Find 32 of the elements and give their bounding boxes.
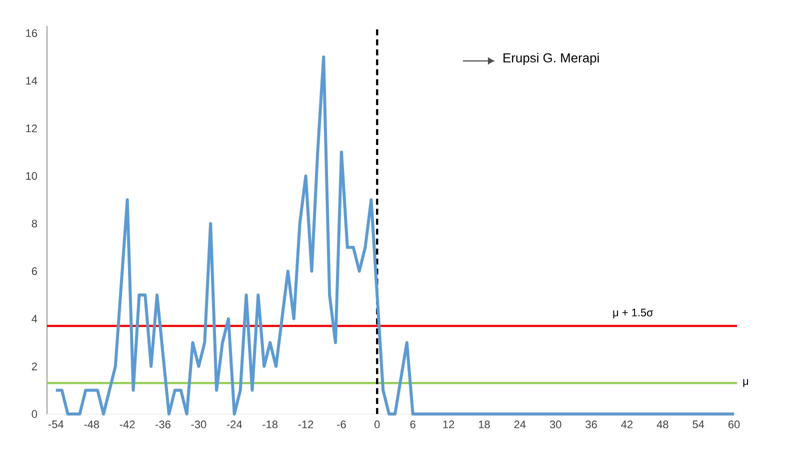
x-tick-label: 18 <box>478 420 490 428</box>
x-tick-label: -6 <box>337 420 346 428</box>
x-tick-label: 36 <box>586 420 597 428</box>
ref-line-label: μ <box>743 379 748 388</box>
x-tick-label: 24 <box>514 420 526 428</box>
x-tick-label: -48 <box>84 420 100 428</box>
y-tick-label: 10 <box>26 172 38 180</box>
x-tick-label: 54 <box>692 420 704 428</box>
y-tick-label: 4 <box>32 315 38 323</box>
x-tick-label: -30 <box>191 420 206 428</box>
x-tick-label: -54 <box>48 420 64 428</box>
x-tick-label: 6 <box>410 420 416 428</box>
x-tick-label: -12 <box>298 420 314 428</box>
y-tick-label: 16 <box>26 29 37 38</box>
x-tick-label: -24 <box>226 420 242 428</box>
x-tick-label: 30 <box>550 420 562 428</box>
x-tick-label: 0 <box>374 420 380 428</box>
y-tick-label: 0 <box>32 410 38 418</box>
annotation: Erupsi G. Merapi <box>504 52 599 66</box>
ref-line-label: μ + 1.5σ <box>613 308 654 318</box>
y-tick-label: 6 <box>32 267 37 276</box>
y-tick-label: 12 <box>26 124 37 132</box>
x-tick-label: 48 <box>656 420 668 428</box>
y-tick-label: 2 <box>32 362 37 370</box>
x-tick-label: 12 <box>443 420 454 428</box>
y-tick-label: 14 <box>26 76 38 85</box>
y-tick-label: 8 <box>32 220 37 228</box>
x-tick-label: -18 <box>262 420 278 428</box>
x-tick-label: -42 <box>120 420 135 428</box>
x-tick-label: 42 <box>621 420 633 428</box>
x-tick-label: -36 <box>156 420 170 428</box>
x-tick-label: 60 <box>728 420 740 428</box>
